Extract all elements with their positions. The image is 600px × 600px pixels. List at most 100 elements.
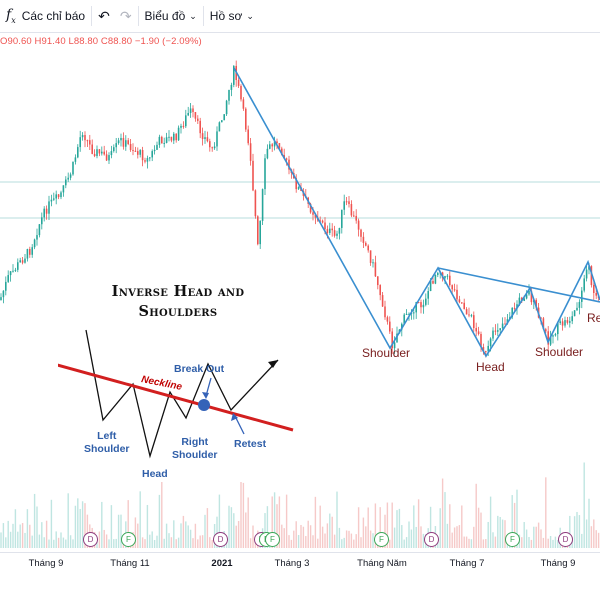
volume-bar (242, 482, 245, 548)
candle-body (427, 291, 429, 299)
volume-bar (593, 519, 595, 548)
retest-cutoff-label: Re (587, 311, 600, 325)
candle-body (357, 220, 360, 230)
volume-bar (312, 535, 314, 548)
candle-body (559, 321, 561, 324)
volume-bar (449, 504, 451, 548)
candle-body (590, 266, 593, 286)
profile-button[interactable]: Hồ sơ ⌄ (204, 0, 260, 32)
price-chart[interactable] (0, 32, 600, 578)
candle-body (77, 147, 79, 158)
candle-body (149, 157, 151, 159)
volume-bar (127, 500, 129, 548)
candle-body (338, 227, 341, 234)
candle-body (101, 151, 103, 154)
chart-type-button[interactable]: Biểu đồ ⌄ (139, 0, 203, 32)
dividend-badge[interactable]: D (424, 532, 439, 547)
volume-bar (437, 539, 439, 548)
candle-body (321, 220, 324, 223)
candle-body (151, 151, 153, 158)
candle-body (297, 187, 300, 190)
candle-body (45, 208, 48, 214)
volume-bar (504, 520, 506, 548)
volume-bar (192, 538, 194, 548)
volume-bar (211, 539, 213, 548)
candle-body (545, 329, 547, 332)
indicators-button[interactable]: fx Các chỉ báo (0, 0, 91, 32)
volume-bar (365, 526, 367, 548)
chart-type-label: Biểu đồ (144, 9, 186, 23)
candle-body (489, 338, 492, 346)
volume-bar (17, 531, 19, 548)
candle-body (252, 160, 254, 191)
candle-body (365, 242, 367, 246)
candle-body (417, 302, 420, 304)
volume-bar (444, 492, 446, 548)
volume-bar (295, 521, 297, 548)
volume-bar (516, 489, 518, 548)
candle-body (374, 262, 377, 277)
candle-body (288, 159, 290, 170)
volume-bar (55, 531, 57, 548)
pattern-diagram-inset: Inverse Head and Shoulders Neckline Brea… (58, 268, 298, 482)
candle-body (353, 215, 355, 217)
candle-body (384, 306, 386, 318)
candle-body (180, 125, 182, 128)
dividend-badge[interactable]: D (83, 532, 98, 547)
candle-body (552, 335, 554, 337)
candle-body (276, 141, 278, 144)
volume-bar (413, 505, 415, 548)
candle-body (319, 220, 321, 222)
inset-retest-arrow (234, 415, 245, 435)
undo-icon[interactable]: ↶ (98, 7, 110, 24)
dividend-badge[interactable]: D (558, 532, 573, 547)
volume-bar (461, 505, 463, 548)
candle-body (254, 190, 257, 217)
volume-bar (513, 502, 516, 548)
volume-bar (72, 539, 74, 548)
volume-bar (403, 539, 405, 548)
volume-bar (535, 526, 537, 548)
volume-bar (530, 539, 533, 548)
volume-bar (84, 503, 86, 548)
earnings-badge[interactable]: F (505, 532, 520, 547)
volume-bar (401, 525, 403, 548)
inset-arrow-head (268, 360, 278, 368)
candle-body (192, 108, 194, 113)
volume-bar (209, 537, 211, 548)
candle-body (391, 331, 393, 349)
candle-body (273, 141, 276, 147)
volume-bar (384, 514, 386, 548)
candle-body (158, 136, 161, 145)
earnings-badge[interactable]: F (265, 532, 280, 547)
volume-bar (247, 497, 249, 548)
candle-body (223, 114, 225, 121)
candle-body (285, 158, 288, 160)
volume-bar (101, 501, 103, 548)
volume-bar (307, 520, 309, 548)
volume-bar (163, 538, 165, 548)
earnings-badge[interactable]: F (374, 532, 389, 547)
candle-body (566, 320, 569, 323)
volume-bar (302, 526, 305, 548)
time-axis-tick: Tháng 3 (274, 558, 310, 569)
volume-bar (230, 507, 233, 548)
candle-body (249, 143, 252, 161)
retest-label: Retest (234, 438, 267, 450)
candle-body (209, 141, 211, 148)
volume-bar (415, 526, 417, 548)
volume-bar (38, 534, 41, 548)
candle-body (237, 79, 240, 86)
time-axis[interactable]: Tháng 9 Tháng 11 2021 Tháng 3 Tháng Năm Tháng… (0, 552, 600, 576)
volume-bar (264, 513, 266, 548)
candle-body (494, 330, 497, 332)
volume-bar (177, 537, 180, 548)
candle-body (96, 149, 98, 157)
volume-bar (343, 537, 345, 548)
candle-body (583, 278, 585, 291)
earnings-badge[interactable]: F (121, 532, 136, 547)
dividend-badge[interactable]: D (213, 532, 228, 547)
candle-body (420, 302, 422, 308)
candle-body (425, 298, 427, 305)
redo-icon[interactable]: ↷ (119, 7, 132, 24)
